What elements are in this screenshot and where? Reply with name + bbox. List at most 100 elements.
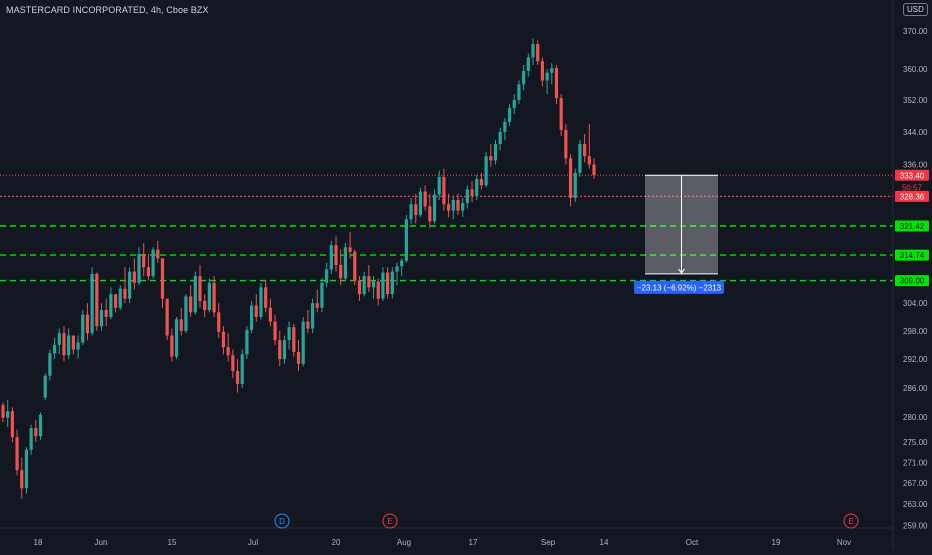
candle-body <box>113 294 118 308</box>
price-tick-label: 259.00 <box>903 521 928 530</box>
svg-text:314.74: 314.74 <box>900 251 925 260</box>
candle-body <box>437 176 441 195</box>
candle <box>85 303 90 341</box>
price-tick-label: 344.00 <box>903 128 928 137</box>
candle-body <box>99 310 104 327</box>
candle-body <box>400 260 404 267</box>
candle <box>212 276 216 317</box>
horizontal-levels[interactable] <box>0 174 893 282</box>
candle <box>507 103 512 126</box>
candle <box>498 127 502 151</box>
candle-body <box>592 164 596 176</box>
candle <box>99 303 104 331</box>
candle <box>451 195 455 220</box>
candle-body <box>221 331 226 348</box>
candle-body <box>493 144 498 161</box>
candle-body <box>1 404 5 418</box>
candle-body <box>573 172 577 198</box>
candle <box>52 337 57 360</box>
candle-body <box>442 176 446 205</box>
red-line-price-tag: 328.36 <box>895 190 929 202</box>
candle <box>442 168 446 211</box>
candle <box>43 373 47 400</box>
candle-body <box>264 287 268 308</box>
candle-body <box>339 264 343 279</box>
candle <box>160 258 165 308</box>
candle-body <box>259 287 263 317</box>
candle <box>259 282 263 320</box>
candle <box>123 267 127 304</box>
candle-body <box>292 327 296 352</box>
candle-body <box>470 189 474 196</box>
candle <box>278 330 282 367</box>
candle-body <box>484 156 488 186</box>
candle-body <box>62 333 66 356</box>
time-tick-label: Nov <box>837 538 851 547</box>
candle-body <box>207 282 211 311</box>
candle <box>423 185 427 211</box>
dividend-event-icon[interactable]: D <box>274 513 290 529</box>
time-tick-label: Jul <box>248 538 258 547</box>
candle <box>245 326 249 360</box>
candle <box>268 298 272 327</box>
candle-body <box>432 194 437 222</box>
candle <box>95 272 99 331</box>
candle-body <box>118 288 122 308</box>
candle-body <box>34 428 38 437</box>
measure-label: −23.13 (−6.92%) −2313 <box>634 280 724 294</box>
candle-body <box>395 266 399 272</box>
candle <box>217 303 221 338</box>
candle-body <box>578 144 582 173</box>
candle <box>325 262 329 288</box>
candle <box>104 298 108 327</box>
candle-body <box>409 204 413 220</box>
candle-body <box>273 321 277 341</box>
candle-body <box>48 353 52 376</box>
candle <box>137 247 141 286</box>
candle <box>292 323 296 357</box>
candle-body <box>522 70 526 85</box>
candle <box>48 349 52 381</box>
candle-body <box>376 281 380 299</box>
candle-body <box>231 355 235 371</box>
earnings-event-icon[interactable]: E <box>382 513 398 529</box>
price-range-measure[interactable]: −23.13 (−6.92%) −2313 <box>634 174 724 294</box>
price-tick-label: 292.00 <box>903 355 928 364</box>
candle-body <box>390 271 394 295</box>
candle-body <box>564 129 568 159</box>
countdown-tag: 50:57 <box>895 181 929 193</box>
candle-body <box>137 253 141 283</box>
candle <box>189 285 193 317</box>
candle <box>329 240 333 274</box>
candle <box>526 53 530 77</box>
candle <box>484 152 488 188</box>
svg-text:50:57: 50:57 <box>902 183 923 192</box>
candle-body <box>296 351 301 364</box>
candle <box>81 310 85 345</box>
candle <box>203 294 207 317</box>
candle-body <box>76 342 80 350</box>
candle <box>24 447 29 494</box>
candle <box>165 298 169 341</box>
candle-body <box>38 414 43 437</box>
candle-body <box>489 156 493 161</box>
earnings-event-icon[interactable]: E <box>843 513 859 529</box>
candle <box>273 314 277 345</box>
candle-body <box>57 333 61 345</box>
svg-text:328.36: 328.36 <box>900 192 925 201</box>
candle-body <box>104 310 108 317</box>
candle-body <box>465 189 469 203</box>
candle <box>461 197 465 218</box>
candle <box>282 335 287 364</box>
candle <box>226 333 230 362</box>
candle <box>493 139 498 165</box>
time-tick-label: 14 <box>600 538 609 547</box>
candle-body <box>456 200 460 211</box>
candle <box>57 328 61 355</box>
candle-body <box>90 273 94 334</box>
candle-body <box>235 370 240 384</box>
currency-button[interactable]: USD <box>903 3 928 16</box>
